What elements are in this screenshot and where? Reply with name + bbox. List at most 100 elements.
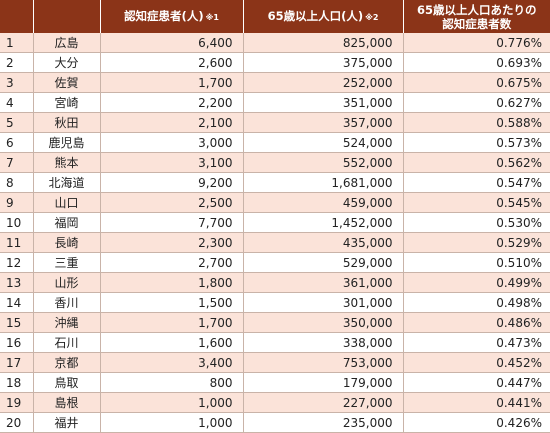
table-header: 認知症患者(人) ※1 65歳以上人口(人) ※2 65歳以上人口あたりの 認知症患者… — [0, 0, 550, 33]
header-prefecture — [33, 0, 101, 33]
rate-cell: 0.426% — [403, 412, 550, 433]
population-cell: 524,000 — [243, 132, 404, 153]
table-row: 9 山口 2,500 459,000 0.545% — [0, 192, 550, 213]
population-cell: 459,000 — [243, 192, 404, 213]
patients-cell: 7,700 — [100, 212, 244, 233]
table-row: 19 島根 1,000 227,000 0.441% — [0, 392, 550, 413]
patients-cell: 2,500 — [100, 192, 244, 213]
population-cell: 357,000 — [243, 112, 404, 133]
prefecture-cell: 島根 — [33, 392, 101, 413]
header-rate-line1: 65歳以上人口あたりの — [416, 2, 537, 17]
rate-cell: 0.452% — [403, 352, 550, 373]
rank-cell: 7 — [0, 152, 34, 173]
rank-cell: 16 — [0, 332, 34, 353]
rank-cell: 10 — [0, 212, 34, 233]
table-row: 5 秋田 2,100 357,000 0.588% — [0, 112, 550, 133]
population-cell: 350,000 — [243, 312, 404, 333]
patients-cell: 1,600 — [100, 332, 244, 353]
population-cell: 252,000 — [243, 72, 404, 93]
patients-cell: 1,500 — [100, 292, 244, 313]
header-rank — [0, 0, 34, 33]
prefecture-cell: 秋田 — [33, 112, 101, 133]
patients-cell: 2,700 — [100, 252, 244, 273]
rate-cell: 0.547% — [403, 172, 550, 193]
patients-cell: 1,700 — [100, 72, 244, 93]
prefecture-cell: 鳥取 — [33, 372, 101, 393]
rank-cell: 18 — [0, 372, 34, 393]
population-cell: 529,000 — [243, 252, 404, 273]
prefecture-cell: 山形 — [33, 272, 101, 293]
table-row: 2 大分 2,600 375,000 0.693% — [0, 52, 550, 73]
table-row: 4 宮崎 2,200 351,000 0.627% — [0, 92, 550, 113]
header-patients: 認知症患者(人) ※1 — [100, 0, 244, 33]
table-row: 11 長崎 2,300 435,000 0.529% — [0, 232, 550, 253]
rate-cell: 0.498% — [403, 292, 550, 313]
rank-cell: 1 — [0, 33, 34, 53]
population-cell: 361,000 — [243, 272, 404, 293]
rank-cell: 11 — [0, 232, 34, 253]
patients-cell: 800 — [100, 372, 244, 393]
table-row: 16 石川 1,600 338,000 0.473% — [0, 332, 550, 353]
patients-cell: 1,000 — [100, 392, 244, 413]
rank-cell: 9 — [0, 192, 34, 213]
patients-cell: 1,800 — [100, 272, 244, 293]
table-row: 20 福井 1,000 235,000 0.426% — [0, 412, 550, 433]
rate-cell: 0.573% — [403, 132, 550, 153]
population-cell: 1,452,000 — [243, 212, 404, 233]
patients-cell: 2,200 — [100, 92, 244, 113]
population-cell: 552,000 — [243, 152, 404, 173]
prefecture-cell: 福岡 — [33, 212, 101, 233]
header-population-label: 65歳以上人口(人) — [267, 8, 364, 23]
population-cell: 825,000 — [243, 33, 404, 53]
prefecture-cell: 長崎 — [33, 232, 101, 253]
rank-cell: 12 — [0, 252, 34, 273]
table-row: 12 三重 2,700 529,000 0.510% — [0, 252, 550, 273]
population-cell: 235,000 — [243, 412, 404, 433]
prefecture-cell: 佐賀 — [33, 72, 101, 93]
population-cell: 301,000 — [243, 292, 404, 313]
prefecture-cell: 三重 — [33, 252, 101, 273]
prefecture-cell: 北海道 — [33, 172, 101, 193]
patients-cell: 6,400 — [100, 33, 244, 53]
rate-cell: 0.441% — [403, 392, 550, 413]
patients-cell: 9,200 — [100, 172, 244, 193]
table-body: 1 広島 6,400 825,000 0.776% 2 大分 2,600 375,000 0.69… — [0, 33, 550, 433]
population-cell: 753,000 — [243, 352, 404, 373]
rank-cell: 4 — [0, 92, 34, 113]
rank-cell: 20 — [0, 412, 34, 433]
table-row: 3 佐賀 1,700 252,000 0.675% — [0, 72, 550, 93]
rank-cell: 6 — [0, 132, 34, 153]
rate-cell: 0.529% — [403, 232, 550, 253]
population-cell: 179,000 — [243, 372, 404, 393]
rate-cell: 0.562% — [403, 152, 550, 173]
header-population-note: ※2 — [365, 12, 379, 22]
table-row: 14 香川 1,500 301,000 0.498% — [0, 292, 550, 313]
rate-cell: 0.473% — [403, 332, 550, 353]
rank-cell: 3 — [0, 72, 34, 93]
patients-cell: 2,300 — [100, 232, 244, 253]
patients-cell: 2,600 — [100, 52, 244, 73]
prefecture-cell: 宮崎 — [33, 92, 101, 113]
table-row: 7 熊本 3,100 552,000 0.562% — [0, 152, 550, 173]
header-rate: 65歳以上人口あたりの 認知症患者数 — [403, 0, 550, 33]
table-row: 6 鹿児島 3,000 524,000 0.573% — [0, 132, 550, 153]
patients-cell: 1,700 — [100, 312, 244, 333]
prefecture-cell: 山口 — [33, 192, 101, 213]
rate-cell: 0.588% — [403, 112, 550, 133]
header-row: 認知症患者(人) ※1 65歳以上人口(人) ※2 65歳以上人口あたりの 認知症患者… — [0, 0, 550, 33]
prefecture-cell: 熊本 — [33, 152, 101, 173]
prefecture-cell: 大分 — [33, 52, 101, 73]
population-cell: 227,000 — [243, 392, 404, 413]
rate-cell: 0.545% — [403, 192, 550, 213]
rank-cell: 15 — [0, 312, 34, 333]
patients-cell: 3,000 — [100, 132, 244, 153]
patients-cell: 1,000 — [100, 412, 244, 433]
prefecture-cell: 香川 — [33, 292, 101, 313]
table-row: 18 鳥取 800 179,000 0.447% — [0, 372, 550, 393]
rank-cell: 19 — [0, 392, 34, 413]
rate-cell: 0.627% — [403, 92, 550, 113]
population-cell: 435,000 — [243, 232, 404, 253]
population-cell: 375,000 — [243, 52, 404, 73]
table-row: 10 福岡 7,700 1,452,000 0.530% — [0, 212, 550, 233]
